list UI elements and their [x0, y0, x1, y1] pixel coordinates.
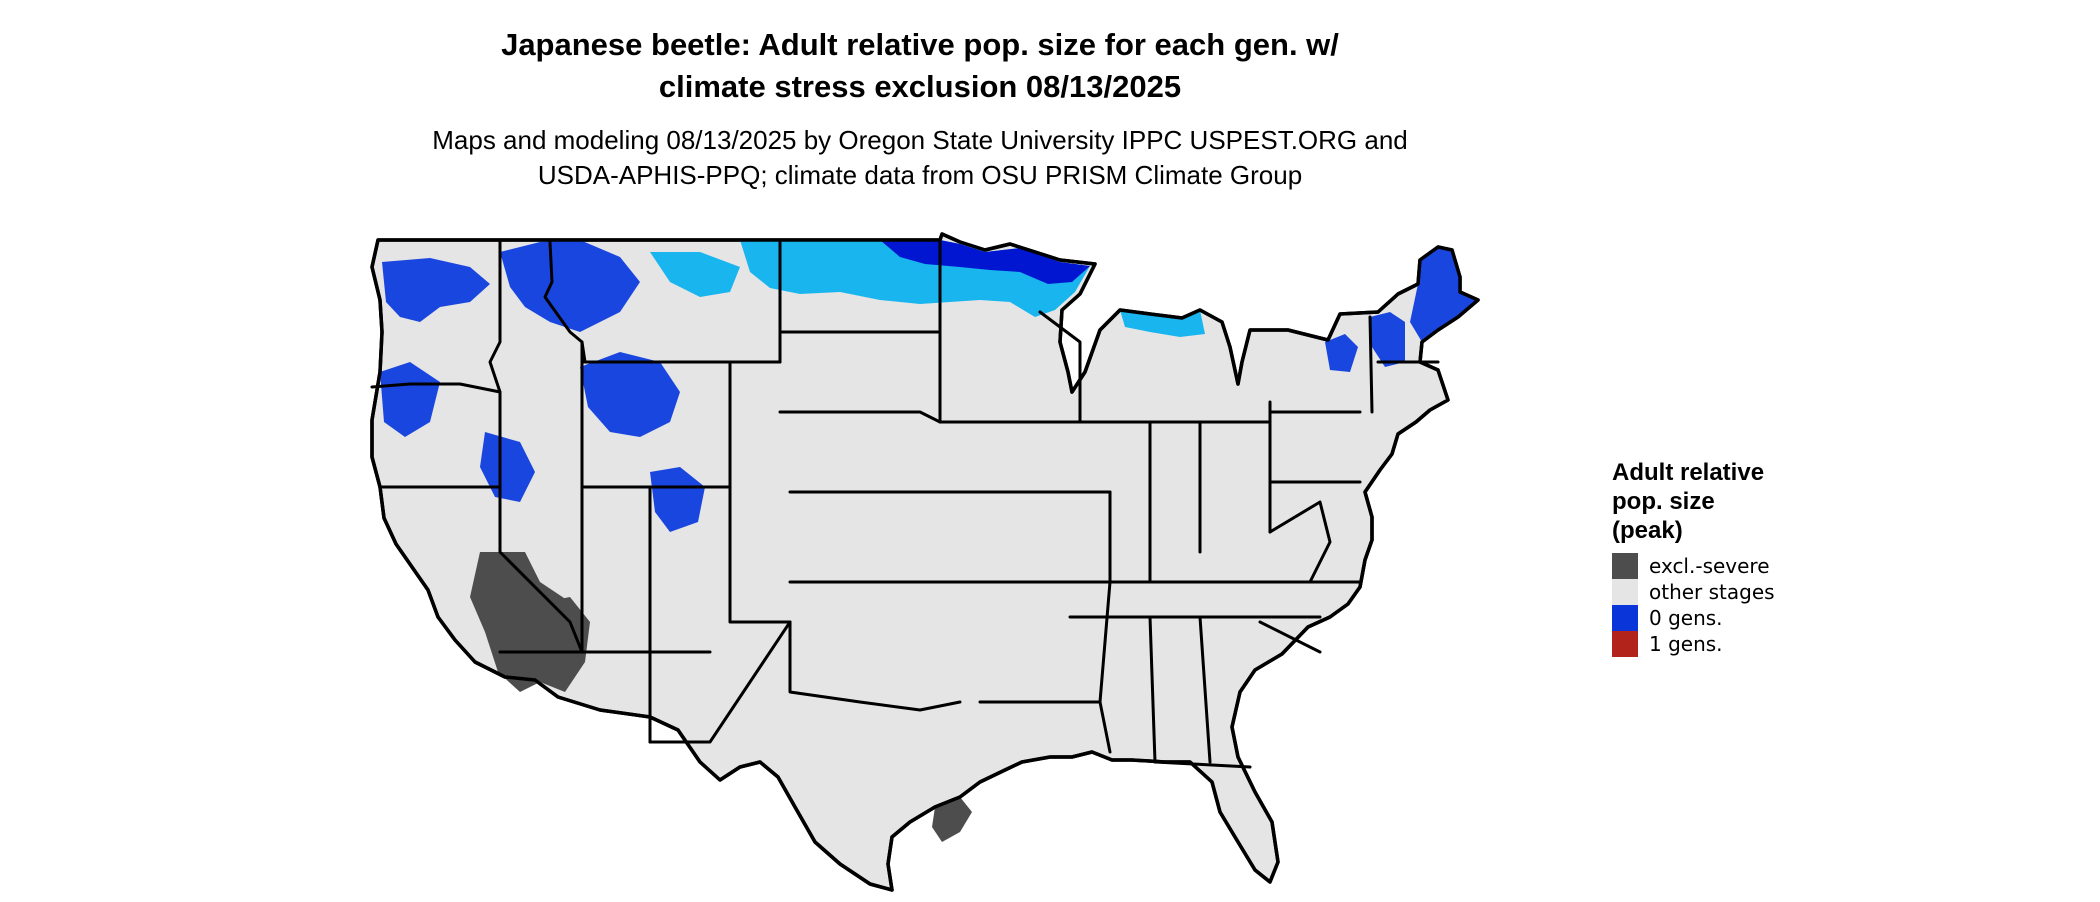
legend-swatch-1-gens — [1612, 631, 1638, 657]
state-borders — [370, 238, 1440, 769]
legend-item-0-gens: 0 gens. — [1612, 605, 1822, 631]
border-ca-nv — [498, 485, 584, 654]
zone-0-gens-dark — [880, 240, 1090, 284]
border-wv-va — [1268, 500, 1332, 584]
legend-swatch-other-stages — [1612, 579, 1638, 605]
legend-title-line-2: pop. size — [1612, 488, 1715, 515]
map-subtitle-line-2: USDA-APHIS-PPQ; climate data from OSU PR… — [537, 160, 1303, 190]
border-la-ms — [1098, 700, 1112, 754]
zone-0-gens-montana-east — [650, 252, 740, 297]
map-title-line-2: climate stress exclusion 08/13/2025 — [658, 69, 1182, 104]
map-title-line-1: Japanese beetle: Adult relative pop. siz… — [501, 27, 1339, 62]
legend-label-excluded: excl.-severe — [1649, 554, 1770, 578]
map-title: Japanese beetle: Adult relative pop. siz… — [0, 24, 1840, 108]
zone-0-gens-northwest — [382, 258, 490, 322]
legend-item-other-stages: other stages — [1612, 579, 1822, 605]
development-zones — [380, 240, 1478, 842]
zone-0-gens-idaho-montana — [500, 240, 640, 332]
zone-excluded-southwest — [470, 552, 570, 692]
border-sd-ne — [778, 410, 942, 424]
map-subtitle-line-1: Maps and modeling 08/13/2025 by Oregon S… — [432, 125, 1408, 155]
legend-label-other-stages: other stages — [1649, 580, 1775, 604]
border-nm-tx — [648, 620, 792, 744]
border-ms-al — [1148, 615, 1157, 764]
border-wa-or — [370, 382, 502, 394]
us-map — [370, 232, 1480, 892]
zone-0-gens-adirondacks — [1325, 334, 1358, 372]
zone-excluded-arizona — [540, 597, 590, 692]
legend-title-line-1: Adult relative — [1612, 459, 1765, 486]
legend-swatch-0-gens — [1612, 605, 1638, 631]
legend-title-line-3: (peak) — [1612, 517, 1683, 544]
zone-0-gens-utah — [480, 432, 535, 502]
zone-0-gens-colorado — [650, 467, 705, 532]
legend-item-1-gens: 1 gens. — [1612, 631, 1822, 657]
legend-title: Adult relative pop. size (peak) — [1612, 458, 1822, 545]
border-nc-sc — [1258, 620, 1322, 654]
legend-label-0-gens: 0 gens. — [1649, 606, 1723, 630]
border-ny-vt — [1368, 315, 1374, 414]
legend-label-1-gens: 1 gens. — [1649, 632, 1723, 656]
zone-0-gens-oregon — [380, 362, 440, 437]
legend-item-excluded: excl.-severe — [1612, 553, 1822, 579]
conus-outline — [370, 232, 1480, 892]
border-al-ga — [1198, 615, 1212, 764]
zone-0-gens-maine — [1410, 247, 1478, 342]
border-ok-tx — [748, 620, 962, 712]
map-subtitle: Maps and modeling 08/13/2025 by Oregon S… — [0, 123, 1840, 193]
zone-0-gens-wyoming — [580, 352, 680, 437]
zone-excluded-texas — [932, 797, 972, 842]
zone-0-gens-vermont-nh — [1370, 312, 1405, 367]
border-mn-wi — [1038, 310, 1082, 424]
map-legend: Adult relative pop. size (peak) excl.-se… — [1612, 458, 1822, 657]
border-id-west — [488, 240, 502, 489]
legend-swatch-excluded — [1612, 553, 1638, 579]
legend-list: excl.-severe other stages 0 gens. 1 gens… — [1612, 553, 1822, 657]
zone-0-gens-michigan-up — [1120, 310, 1205, 337]
